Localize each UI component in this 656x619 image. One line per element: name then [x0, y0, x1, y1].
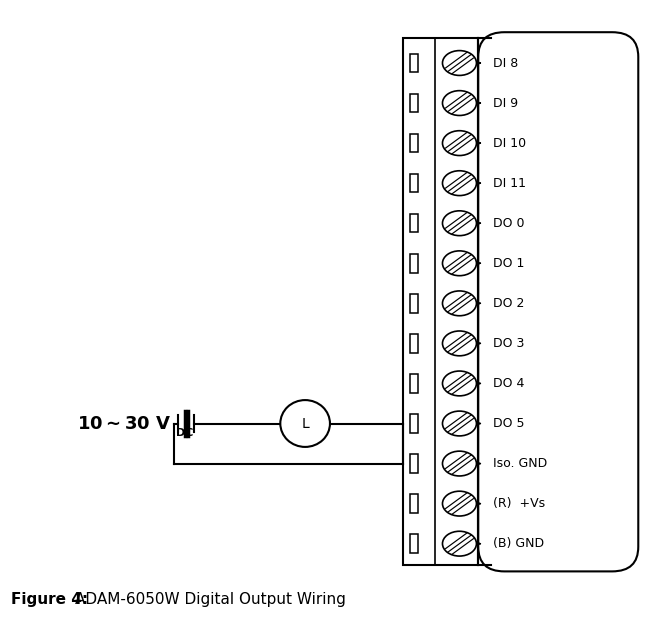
FancyBboxPatch shape: [478, 32, 638, 571]
Ellipse shape: [443, 291, 476, 316]
Text: DI 10: DI 10: [493, 137, 525, 150]
Ellipse shape: [443, 171, 476, 196]
Bar: [409, 454, 418, 473]
Bar: [409, 94, 418, 112]
Text: DC: DC: [176, 428, 193, 438]
Ellipse shape: [443, 411, 476, 436]
Text: ADAM-6050W Digital Output Wiring: ADAM-6050W Digital Output Wiring: [75, 592, 346, 607]
Text: Iso. GND: Iso. GND: [493, 457, 547, 470]
Ellipse shape: [443, 131, 476, 155]
Ellipse shape: [443, 331, 476, 356]
Text: DO 3: DO 3: [493, 337, 524, 350]
Text: $\mathbf{10{\sim}30\ V}$: $\mathbf{10{\sim}30\ V}$: [77, 415, 171, 433]
Text: DO 2: DO 2: [493, 297, 524, 310]
Text: DO 1: DO 1: [493, 257, 524, 270]
Bar: [409, 294, 418, 313]
Text: L: L: [301, 417, 309, 430]
Bar: [409, 254, 418, 272]
Bar: [409, 174, 418, 193]
Bar: [409, 414, 418, 433]
Bar: [409, 214, 418, 233]
Bar: [409, 54, 418, 72]
Text: DO 0: DO 0: [493, 217, 524, 230]
Text: DI 8: DI 8: [493, 56, 518, 69]
Ellipse shape: [443, 51, 476, 76]
Ellipse shape: [443, 90, 476, 116]
Text: Figure 4:: Figure 4:: [11, 592, 89, 607]
Bar: [409, 134, 418, 152]
Ellipse shape: [443, 451, 476, 476]
Ellipse shape: [443, 371, 476, 396]
Text: (R)  +Vs: (R) +Vs: [493, 497, 544, 510]
Circle shape: [280, 400, 330, 447]
Ellipse shape: [443, 251, 476, 275]
Text: (B) GND: (B) GND: [493, 537, 544, 550]
Bar: [409, 374, 418, 392]
Text: DO 4: DO 4: [493, 377, 524, 390]
Ellipse shape: [443, 491, 476, 516]
Text: DO 5: DO 5: [493, 417, 524, 430]
Text: DI 9: DI 9: [493, 97, 518, 110]
Ellipse shape: [443, 531, 476, 556]
Text: DI 11: DI 11: [493, 176, 525, 189]
Bar: [409, 495, 418, 513]
Bar: [409, 334, 418, 353]
Bar: [409, 534, 418, 553]
Ellipse shape: [443, 211, 476, 236]
Bar: [403, 38, 478, 565]
